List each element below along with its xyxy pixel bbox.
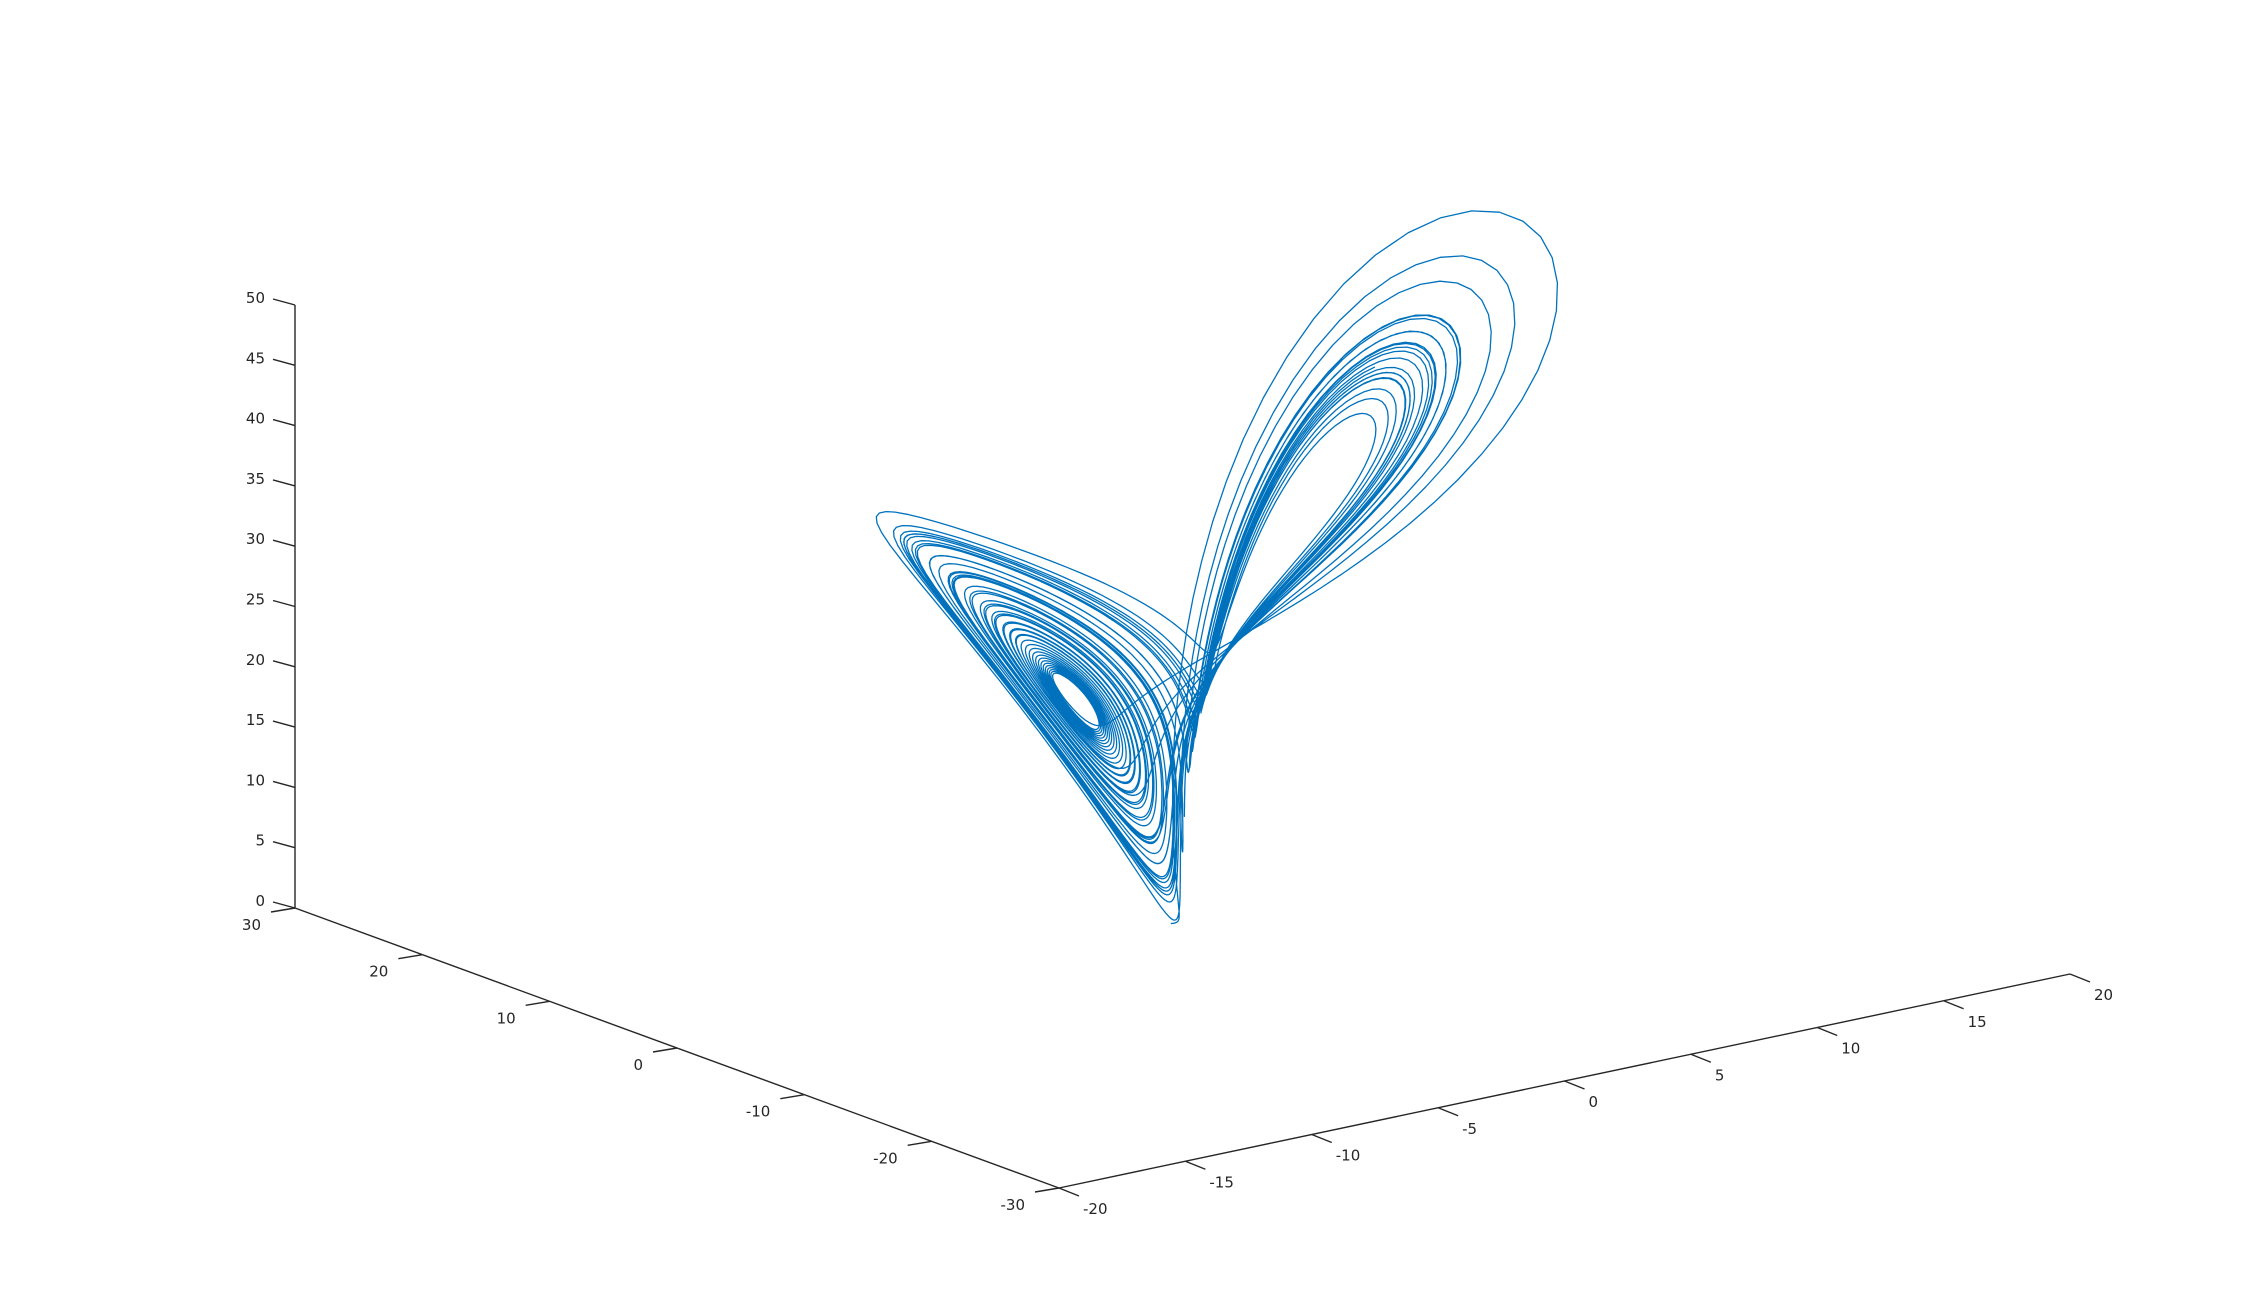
z-tick-label: 50 (246, 289, 265, 307)
z-tick-label: 35 (246, 470, 265, 488)
z-tick-label: 40 (246, 410, 265, 428)
x-tick-mark (1185, 1160, 1206, 1170)
x-tick-mark (1437, 1107, 1459, 1117)
x-tick-label: 5 (1715, 1066, 1725, 1084)
axes: -20 -15 -10 -5 0 5 10 15 20 -30 -20 -10 0 10 20 30 0 5 10 1… (242, 289, 2113, 1218)
x-tick-mark (1816, 1026, 1838, 1037)
x-tick-mark (1311, 1133, 1333, 1144)
z-tick-mark (272, 539, 296, 547)
y-tick-mark (907, 1140, 932, 1147)
z-tick-label: 30 (246, 530, 265, 548)
x-tick-label: -20 (1083, 1200, 1108, 1218)
z-tick-label: 25 (246, 591, 265, 609)
x-tick-label: 0 (1589, 1093, 1599, 1111)
y-tick-mark (780, 1093, 805, 1100)
y-tick-mark (525, 1000, 550, 1007)
y-tick-label: 0 (633, 1056, 643, 1074)
z-tick-mark (272, 298, 296, 306)
x-tick-label: 10 (1841, 1040, 1860, 1058)
z-tick-label: 45 (246, 349, 265, 367)
x-tick-label: 15 (1968, 1013, 1987, 1031)
series-layer (875, 210, 1559, 925)
z-tick-label: 20 (246, 651, 265, 669)
x-tick-label: -5 (1462, 1120, 1477, 1138)
z-tick-mark (272, 780, 296, 789)
z-tick-mark (272, 599, 296, 608)
x-tick-mark (1058, 1187, 1080, 1197)
x-tick-mark (1564, 1080, 1585, 1090)
x-tick-mark (1943, 1000, 1964, 1010)
z-tick-mark (272, 841, 296, 849)
x-tick-label: -10 (1336, 1147, 1361, 1165)
x-tick-mark (2069, 973, 2091, 983)
y-tick-label: 10 (497, 1009, 516, 1027)
z-tick-mark (272, 479, 296, 487)
y-tick-mark (270, 907, 296, 913)
y-tick-label: -20 (873, 1149, 898, 1167)
z-tick-mark (272, 901, 296, 909)
x-tick-label: -15 (1209, 1173, 1234, 1191)
y-tick-label: -10 (746, 1103, 771, 1121)
z-tick-label: 10 (246, 771, 265, 789)
z-tick-label: 0 (255, 892, 265, 910)
trajectory-line (875, 210, 1559, 925)
y-tick-mark (398, 953, 423, 960)
x-tick-label: 20 (2094, 986, 2113, 1004)
y-tick-mark (652, 1047, 678, 1053)
y-tick-label: -30 (1001, 1196, 1026, 1214)
y-tick-label: 20 (369, 963, 388, 981)
z-tick-label: 15 (246, 711, 265, 729)
z-tick-mark (272, 660, 296, 668)
z-tick-mark (272, 358, 296, 366)
z-tick-mark (272, 418, 296, 427)
y-tick-label: 30 (242, 916, 261, 934)
z-tick-label: 5 (255, 832, 265, 850)
y-tick-mark (1034, 1187, 1060, 1193)
x-tick-mark (1690, 1053, 1712, 1063)
z-tick-mark (272, 720, 296, 728)
